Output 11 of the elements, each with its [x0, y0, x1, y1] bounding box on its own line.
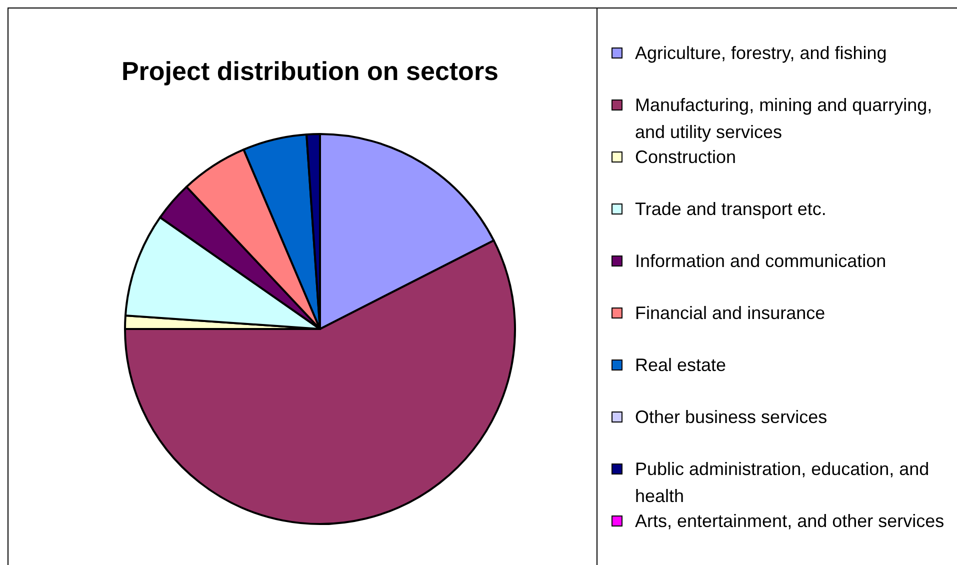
legend-label: Trade and transport etc.	[635, 198, 826, 219]
chart-title: Project distribution on sectors	[121, 56, 499, 86]
legend-label: Public administration, education, and health	[635, 458, 930, 506]
legend-label: Financial and insurance	[635, 302, 826, 323]
legend-label: Information and communication	[635, 250, 886, 271]
legend-label: Real estate	[635, 354, 726, 375]
legend-label: Other business services	[635, 406, 828, 427]
legend-label: Agriculture, forestry, and fishing	[635, 42, 887, 63]
legend-label: Manufacturing, mining and quarrying, and utility services	[635, 94, 932, 142]
legend-label: Arts, entertainment, and other services	[635, 510, 944, 531]
legend-label: Construction	[635, 146, 736, 167]
